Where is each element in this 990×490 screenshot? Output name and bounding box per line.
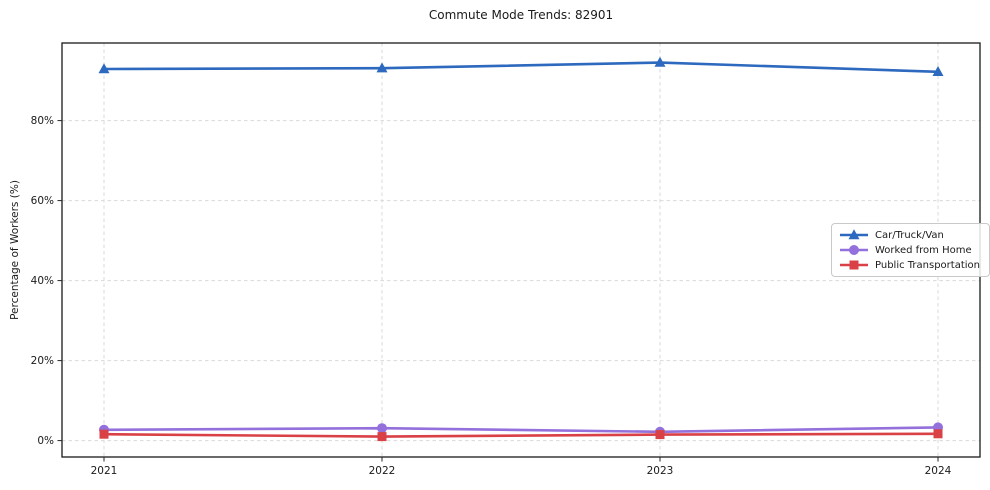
series-line-car-truck-van: [103, 61, 939, 74]
x-tick-label-2024: 2024: [925, 465, 952, 477]
legend-item-car-truck-van: Car/Truck/Van: [839, 229, 980, 241]
x-tick-label-2023: 2023: [647, 465, 674, 477]
legend-sample-marker: [849, 245, 859, 255]
triangle-marker-car-truck-van-2024: [932, 66, 944, 76]
triangle-marker-car-truck-van-2022: [376, 62, 388, 73]
square-marker-public-transportation-2022: [377, 432, 387, 442]
legend-item-worked-from-home: Worked from Home: [839, 244, 980, 256]
circle-marker-worked-from-home-2022: [377, 423, 387, 434]
series-worked-from-home: [99, 422, 943, 437]
x-tick-label-2021: 2021: [91, 465, 118, 477]
legend-sample-marker: [849, 260, 859, 270]
x-tick-label-2022: 2022: [369, 465, 396, 477]
legend-label: Car/Truck/Van: [875, 229, 944, 241]
series-line-public-transportation: [103, 432, 939, 438]
y-tick-label-60%: 60%: [31, 195, 54, 207]
square-legend-marker-icon: [840, 260, 868, 270]
square-marker-public-transportation-2023: [655, 430, 665, 440]
y-tick-label-0%: 0%: [37, 435, 54, 447]
y-tick-label-20%: 20%: [31, 355, 54, 367]
square-marker-public-transportation-2021: [99, 429, 109, 439]
triangle-marker-car-truck-van-2023: [654, 56, 666, 67]
triangle-marker-car-truck-van-2021: [98, 63, 110, 74]
y-tick-label-40%: 40%: [31, 275, 54, 287]
square-marker-public-transportation-2024: [933, 429, 943, 439]
chart-title: Commute Mode Trends: 82901: [428, 8, 614, 22]
legend-label: Worked from Home: [875, 244, 972, 256]
triangle-legend-marker-icon: [840, 229, 868, 240]
circle-legend-marker-icon: [840, 245, 868, 255]
series-public-transportation: [99, 429, 943, 442]
legend-sample-marker: [848, 229, 860, 240]
legend-item-public-transportation: Public Transportation: [839, 259, 980, 271]
series-line-worked-from-home: [103, 426, 939, 434]
y-tick-label-80%: 80%: [31, 115, 54, 127]
series-car-truck-van: [98, 56, 944, 76]
legend-label: Public Transportation: [875, 259, 980, 271]
legend: Car/Truck/Van Worked from Home Public Tran…: [831, 223, 990, 277]
